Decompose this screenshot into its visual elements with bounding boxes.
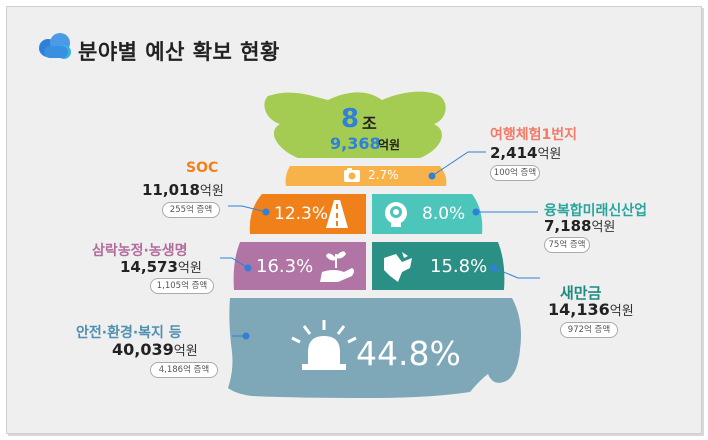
percent-label: 2.7% (368, 168, 399, 182)
percent-label: 15.8% (430, 256, 488, 277)
category-label: 새만금 (560, 284, 602, 302)
amount-label: 14,136억원 (548, 300, 634, 319)
increase-badge: 100억 증액 (490, 165, 540, 181)
bag-top (264, 91, 446, 158)
category-label: 융복합미래신산업 (544, 203, 648, 219)
category-label: 안전·환경·복지 등 (76, 325, 182, 341)
bar-segment (372, 242, 505, 290)
increase-badge: 4,186억 증액 (150, 362, 218, 378)
percent-label: 16.3% (256, 256, 314, 277)
percent-label: 8.0% (422, 204, 466, 224)
percent-label: 44.8% (356, 334, 461, 373)
category-label: 여행체험1번지 (490, 127, 578, 143)
increase-badge: 1,105억 증액 (150, 278, 214, 294)
amount-label: 2,414억원 (490, 144, 562, 162)
bar-segment (285, 166, 447, 186)
amount-label: 14,573억원 (120, 258, 202, 276)
amount-label: 11,018억원 (142, 181, 224, 199)
increase-badge: 75억 증액 (544, 237, 590, 253)
amount-label: 7,188억원 (544, 217, 616, 235)
total-rest: 9,368 (330, 134, 381, 153)
gear-head-icon (385, 202, 407, 227)
percent-label: 12.3% (274, 204, 329, 224)
road-icon (326, 200, 348, 228)
leader-lines (220, 151, 540, 340)
map-icon (384, 252, 412, 282)
category-label: 삼락농정·농생명 (92, 243, 188, 259)
increase-badge: 972억 증액 (560, 322, 618, 338)
category-label: SOC (186, 160, 219, 176)
amount-label: 40,039억원 (112, 340, 198, 359)
sprout-hand-icon (320, 251, 354, 282)
total-unit-jo: 조 (362, 114, 377, 133)
siren-icon (291, 320, 357, 370)
bar-segment (228, 298, 521, 398)
cloud-logo-icon (39, 33, 71, 59)
camera-icon (344, 168, 360, 182)
total-big: 8 (341, 104, 360, 134)
increase-badge: 255억 증액 (162, 202, 220, 218)
total-unit-eok: 억원 (378, 138, 401, 152)
page-title: 분야별 예산 확보 현황 (78, 40, 280, 64)
